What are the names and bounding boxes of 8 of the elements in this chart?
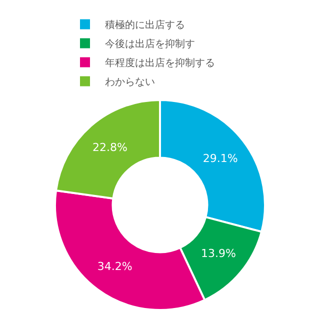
legend-label: 積極的に出店する bbox=[105, 19, 185, 32]
legend-label: 年程度は出店を抑制する bbox=[105, 57, 215, 70]
legend-label: 今後は出店を抑制す bbox=[105, 38, 195, 50]
data-label: 34.2% bbox=[97, 260, 132, 273]
legend-label: わからない bbox=[105, 77, 155, 88]
data-label: 13.9% bbox=[201, 247, 236, 260]
data-label: 29.1% bbox=[202, 152, 238, 166]
data-label: 22.8% bbox=[92, 141, 128, 154]
